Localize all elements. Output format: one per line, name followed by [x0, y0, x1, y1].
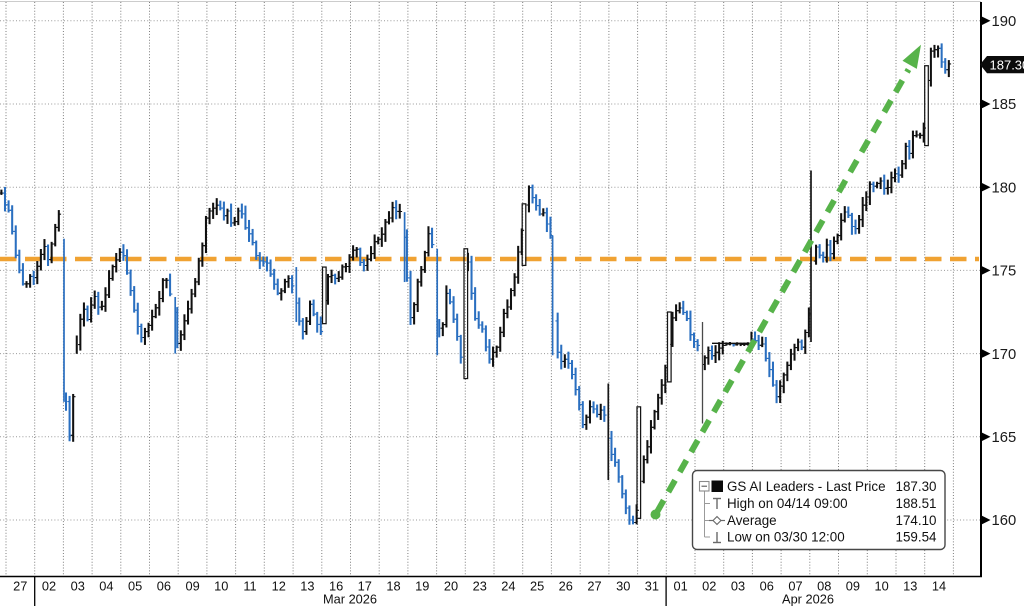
svg-text:170: 170 — [992, 347, 1017, 363]
svg-text:25: 25 — [530, 579, 544, 594]
svg-text:04: 04 — [99, 579, 113, 594]
svg-text:Average: Average — [727, 513, 777, 528]
svg-text:27: 27 — [13, 579, 27, 594]
svg-text:18: 18 — [386, 579, 400, 594]
svg-text:24: 24 — [501, 579, 515, 594]
svg-text:03: 03 — [71, 579, 85, 594]
svg-text:01: 01 — [673, 579, 687, 594]
svg-text:Mar 2026: Mar 2026 — [323, 592, 377, 607]
svg-text:159.54: 159.54 — [896, 530, 938, 545]
svg-text:09: 09 — [846, 579, 860, 594]
svg-text:27: 27 — [587, 579, 601, 594]
svg-text:05: 05 — [128, 579, 142, 594]
svg-text:26: 26 — [559, 579, 573, 594]
svg-text:175: 175 — [992, 264, 1017, 280]
svg-text:03: 03 — [731, 579, 745, 594]
svg-text:13: 13 — [903, 579, 917, 594]
svg-text:185: 185 — [992, 97, 1017, 113]
svg-text:10: 10 — [874, 579, 888, 594]
svg-text:160: 160 — [992, 513, 1017, 529]
svg-text:165: 165 — [992, 430, 1017, 446]
svg-text:11: 11 — [243, 579, 256, 594]
svg-text:14: 14 — [932, 579, 946, 594]
svg-text:174.10: 174.10 — [896, 513, 937, 528]
svg-text:Low on 03/30 12:00: Low on 03/30 12:00 — [727, 530, 845, 545]
svg-text:187.30: 187.30 — [896, 479, 937, 494]
svg-text:23: 23 — [473, 579, 487, 594]
svg-text:02: 02 — [42, 579, 56, 594]
svg-text:Apr 2026: Apr 2026 — [782, 592, 834, 607]
svg-text:30: 30 — [616, 579, 630, 594]
svg-text:10: 10 — [214, 579, 228, 594]
svg-text:31: 31 — [645, 579, 659, 594]
svg-text:09: 09 — [185, 579, 199, 594]
svg-text:19: 19 — [415, 579, 429, 594]
svg-text:06: 06 — [760, 579, 774, 594]
svg-text:02: 02 — [702, 579, 716, 594]
svg-text:20: 20 — [444, 579, 458, 594]
svg-text:06: 06 — [157, 579, 171, 594]
svg-text:187.30: 187.30 — [990, 57, 1024, 72]
svg-text:GS AI Leaders - Last Price: GS AI Leaders - Last Price — [727, 479, 886, 494]
svg-text:13: 13 — [300, 579, 314, 594]
svg-text:190: 190 — [992, 14, 1017, 30]
svg-text:12: 12 — [272, 579, 286, 594]
svg-text:High on 04/14 09:00: High on 04/14 09:00 — [727, 496, 848, 511]
svg-text:188.51: 188.51 — [896, 496, 937, 511]
svg-text:180: 180 — [992, 180, 1017, 196]
